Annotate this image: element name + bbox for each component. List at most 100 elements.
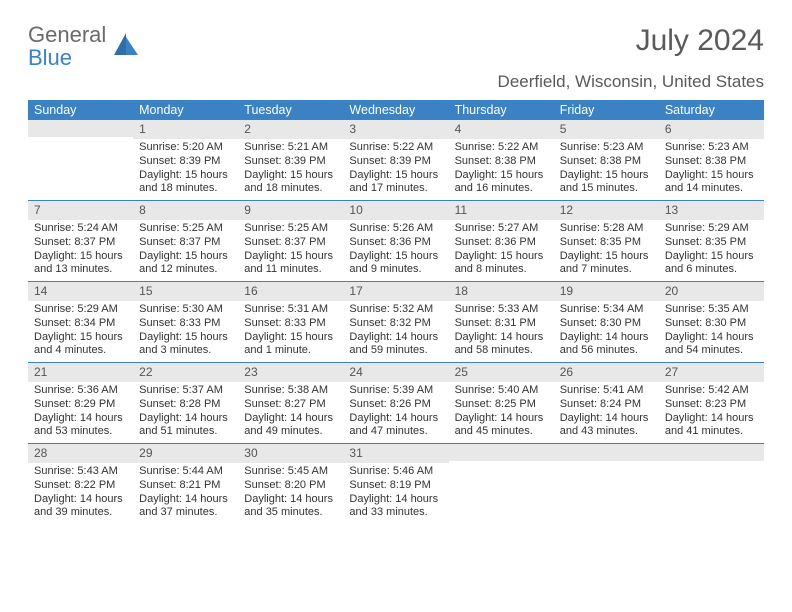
sunset-text: Sunset: 8:20 PM [244,479,337,493]
day-number: 23 [238,363,343,382]
calendar-cell: 4Sunrise: 5:22 AMSunset: 8:38 PMDaylight… [449,120,554,200]
day-number: 14 [28,282,133,301]
day-details: Sunrise: 5:45 AMSunset: 8:20 PMDaylight:… [238,463,343,524]
day-number [28,120,133,137]
calendar-day-headers: SundayMondayTuesdayWednesdayThursdayFrid… [28,100,764,120]
day-number: 24 [343,363,448,382]
calendar-cell: 16Sunrise: 5:31 AMSunset: 8:33 PMDayligh… [238,282,343,362]
daylight-text: Daylight: 15 hours and 18 minutes. [139,169,232,197]
calendar-cell [554,444,659,524]
sunrise-text: Sunrise: 5:24 AM [34,222,127,236]
sunset-text: Sunset: 8:34 PM [34,317,127,331]
day-number: 9 [238,201,343,220]
sunrise-text: Sunrise: 5:36 AM [34,384,127,398]
sunrise-text: Sunrise: 5:30 AM [139,303,232,317]
sunrise-text: Sunrise: 5:42 AM [665,384,758,398]
day-number [554,444,659,461]
day-details [28,137,133,143]
sunset-text: Sunset: 8:39 PM [139,155,232,169]
sunset-text: Sunset: 8:38 PM [455,155,548,169]
daylight-text: Daylight: 14 hours and 45 minutes. [455,412,548,440]
day-number: 8 [133,201,238,220]
day-number: 31 [343,444,448,463]
day-details: Sunrise: 5:42 AMSunset: 8:23 PMDaylight:… [659,382,764,443]
calendar-cell: 11Sunrise: 5:27 AMSunset: 8:36 PMDayligh… [449,201,554,281]
calendar-week: 7 Sunrise: 5:24 AM Sunset: 8:37 PM Daylight… [28,201,764,282]
sunrise-text: Sunrise: 5:41 AM [560,384,653,398]
sunset-text: Sunset: 8:23 PM [665,398,758,412]
calendar-week: 21Sunrise: 5:36 AMSunset: 8:29 PMDayligh… [28,363,764,444]
day-number: 4 [449,120,554,139]
daylight-text: Daylight: 14 hours and 49 minutes. [244,412,337,440]
sunset-text: Sunset: 8:25 PM [455,398,548,412]
sunrise-text: Sunrise: 5:23 AM [560,141,653,155]
day-header: Friday [554,100,659,120]
calendar-cell: 21Sunrise: 5:36 AMSunset: 8:29 PMDayligh… [28,363,133,443]
daylight-text: Daylight: 15 hours and 4 minutes. [34,331,127,359]
daylight-text: Daylight: 14 hours and 56 minutes. [560,331,653,359]
calendar-cell: 7Sunrise: 5:24 AMSunset: 8:37 PMDaylight… [28,201,133,281]
brand-logo: General Blue [28,24,140,70]
day-number: 7 [28,201,133,220]
day-details: Sunrise: 5:44 AMSunset: 8:21 PMDaylight:… [133,463,238,524]
calendar-cell: 29Sunrise: 5:44 AMSunset: 8:21 PMDayligh… [133,444,238,524]
sunset-text: Sunset: 8:27 PM [244,398,337,412]
calendar-cell: 19Sunrise: 5:34 AMSunset: 8:30 PMDayligh… [554,282,659,362]
sunset-text: Sunset: 8:29 PM [34,398,127,412]
day-details: Sunrise: 5:27 AMSunset: 8:36 PMDaylight:… [449,220,554,281]
daylight-text: Daylight: 15 hours and 13 minutes. [34,250,127,278]
sunset-text: Sunset: 8:39 PM [244,155,337,169]
sunrise-text: Sunrise: 5:22 AM [349,141,442,155]
sunrise-text: Sunrise: 5:28 AM [560,222,653,236]
day-number [659,444,764,461]
day-details [659,461,764,467]
sunrise-text: Sunrise: 5:38 AM [244,384,337,398]
day-details: Sunrise: 5:28 AMSunset: 8:35 PMDaylight:… [554,220,659,281]
sunset-text: Sunset: 8:37 PM [244,236,337,250]
daylight-text: Daylight: 15 hours and 9 minutes. [349,250,442,278]
day-details: Sunrise: 5:20 AMSunset: 8:39 PMDaylight:… [133,139,238,200]
daylight-text: Daylight: 14 hours and 41 minutes. [665,412,758,440]
day-number: 15 [133,282,238,301]
sunset-text: Sunset: 8:38 PM [560,155,653,169]
sunrise-text: Sunrise: 5:43 AM [34,465,127,479]
sunrise-text: Sunrise: 5:40 AM [455,384,548,398]
day-number: 13 [659,201,764,220]
day-number: 17 [343,282,448,301]
day-details [449,461,554,467]
daylight-text: Daylight: 14 hours and 33 minutes. [349,493,442,521]
calendar-cell: 13Sunrise: 5:29 AMSunset: 8:35 PMDayligh… [659,201,764,281]
day-number: 29 [133,444,238,463]
calendar-cell: 10Sunrise: 5:26 AMSunset: 8:36 PMDayligh… [343,201,448,281]
sunrise-text: Sunrise: 5:25 AM [244,222,337,236]
calendar-cell: 18Sunrise: 5:33 AMSunset: 8:31 PMDayligh… [449,282,554,362]
daylight-text: Daylight: 15 hours and 7 minutes. [560,250,653,278]
day-details: Sunrise: 5:26 AMSunset: 8:36 PMDaylight:… [343,220,448,281]
daylight-text: Daylight: 15 hours and 12 minutes. [139,250,232,278]
calendar-page: General Blue July 2024 Deerfield, Wiscon… [0,0,792,524]
daylight-text: Daylight: 14 hours and 37 minutes. [139,493,232,521]
day-details: Sunrise: 5:34 AMSunset: 8:30 PMDaylight:… [554,301,659,362]
day-header: Thursday [449,100,554,120]
daylight-text: Daylight: 15 hours and 1 minute. [244,331,337,359]
day-number: 30 [238,444,343,463]
day-details: Sunrise: 5:36 AMSunset: 8:29 PMDaylight:… [28,382,133,443]
sunset-text: Sunset: 8:33 PM [139,317,232,331]
sunset-text: Sunset: 8:35 PM [665,236,758,250]
sunset-text: Sunset: 8:33 PM [244,317,337,331]
sunset-text: Sunset: 8:32 PM [349,317,442,331]
calendar-cell: 8Sunrise: 5:25 AMSunset: 8:37 PMDaylight… [133,201,238,281]
day-number: 27 [659,363,764,382]
day-details: Sunrise: 5:29 AMSunset: 8:34 PMDaylight:… [28,301,133,362]
sunrise-text: Sunrise: 5:20 AM [139,141,232,155]
day-details [554,461,659,467]
day-number: 11 [449,201,554,220]
sunrise-text: Sunrise: 5:37 AM [139,384,232,398]
day-details: Sunrise: 5:22 AMSunset: 8:39 PMDaylight:… [343,139,448,200]
day-number: 19 [554,282,659,301]
day-number: 18 [449,282,554,301]
daylight-text: Daylight: 14 hours and 39 minutes. [34,493,127,521]
calendar-cell [28,120,133,200]
day-details: Sunrise: 5:29 AMSunset: 8:35 PMDaylight:… [659,220,764,281]
daylight-text: Daylight: 14 hours and 51 minutes. [139,412,232,440]
